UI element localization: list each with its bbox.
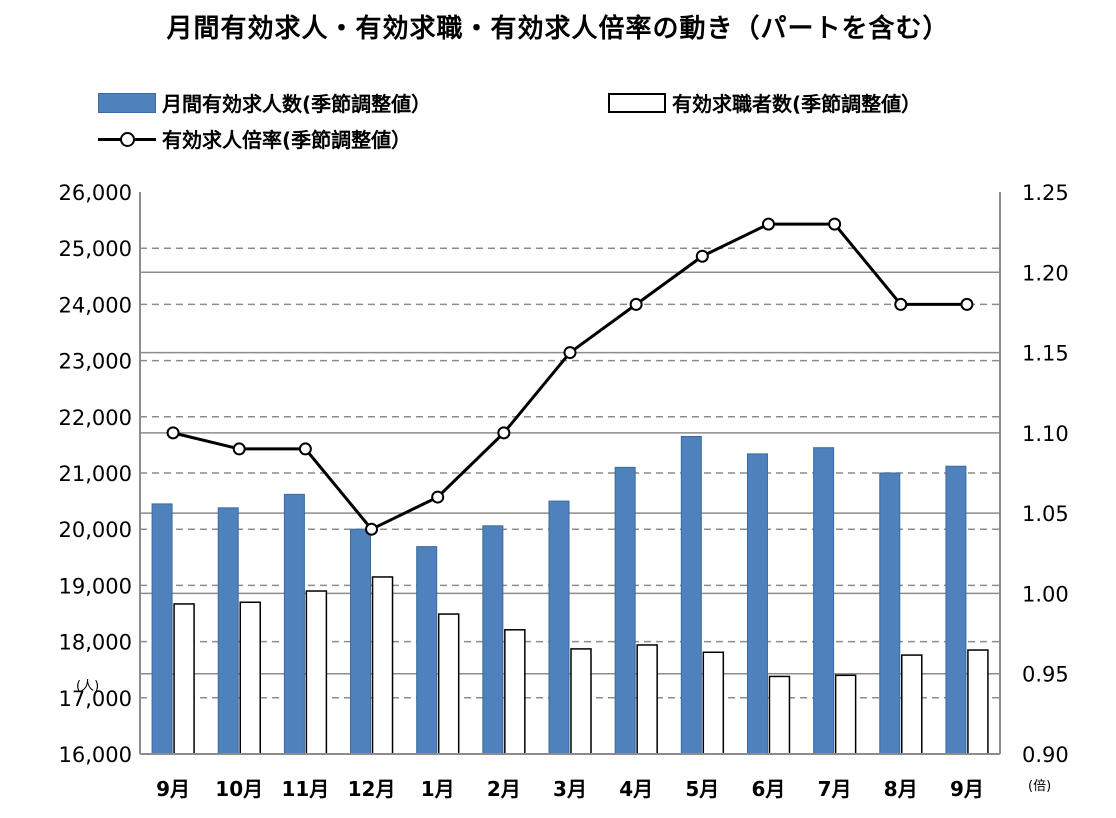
bar-job-offers (350, 528, 372, 755)
category-label: 4月 (619, 777, 653, 801)
bar-job-offers (680, 435, 702, 755)
left-tick-label: 20,000 (59, 518, 132, 542)
left-tick-label: 19,000 (59, 574, 132, 598)
legend-item-job-seekers: 有効求職者数(季節調整値） (608, 88, 921, 117)
grid-layer (140, 247, 1000, 699)
left-tick-label: 16,000 (59, 743, 132, 767)
legend-label-job-offers: 月間有効求人数(季節調整値） (162, 92, 432, 116)
category-label: 9月 (950, 777, 984, 801)
bar-job-offers (746, 453, 768, 755)
ratio-point (365, 522, 379, 536)
legend-item-ratio: 有効求人倍率(季節調整値） (98, 124, 411, 153)
category-label: 9月 (156, 777, 190, 801)
ratio-point (563, 346, 577, 360)
legend-label-ratio: 有効求人倍率(季節調整値） (162, 128, 412, 152)
legend-item-job-offers: 月間有効求人数(季節調整値） (98, 88, 431, 117)
labels-layer: 16,000 17,000 18,000 19,000 20,000 21,000 22,0… (59, 181, 1069, 801)
left-tick-label: 22,000 (59, 406, 132, 430)
legend-swatch-job-seekers (608, 92, 666, 113)
left-tick-label: 17,000 (59, 687, 132, 711)
bar-job-seekers (901, 654, 923, 755)
left-tick-label: 25,000 (59, 237, 132, 261)
right-tick-label: 1.00 (1022, 582, 1069, 606)
right-tick-label: 1.25 (1022, 181, 1069, 205)
bar-job-offers (813, 447, 835, 755)
bars-layer (151, 435, 989, 755)
category-label: 1月 (421, 777, 455, 801)
ratio-point (761, 217, 775, 231)
bar-job-seekers (371, 576, 394, 755)
right-tick-label: 1.20 (1022, 261, 1069, 285)
right-tick-label: 0.90 (1022, 743, 1069, 767)
line-layer (166, 217, 974, 536)
ratio-point (695, 249, 709, 263)
ratio-line (172, 222, 967, 532)
legend-label-job-seekers: 有効求職者数(季節調整値） (672, 92, 922, 116)
bar-job-seekers (504, 629, 526, 755)
category-label: 8月 (884, 777, 918, 801)
right-tick-label: 1.15 (1022, 342, 1069, 366)
bar-job-offers (151, 503, 173, 755)
bar-job-seekers (305, 590, 328, 755)
legend-swatch-job-offers (98, 92, 156, 113)
ratio-point (497, 426, 511, 440)
legend: 月間有効求人数(季節調整値） 有効求職者数(季節調整値） 有効求人倍率(季節調整… (98, 88, 1058, 168)
bar-job-offers (945, 465, 967, 755)
bar-job-seekers (173, 603, 195, 755)
category-label: 6月 (752, 777, 786, 801)
category-label: 12月 (348, 777, 396, 801)
bar-job-seekers (702, 651, 725, 755)
bar-job-offers (283, 493, 305, 755)
chart-title: 月間有効求人・有効求職・有効求人倍率の動き（パートを含む） (166, 14, 950, 44)
bar-job-offers (482, 525, 504, 755)
ratio-point (960, 297, 974, 311)
right-tick-label: 1.10 (1022, 422, 1069, 446)
left-tick-label: 18,000 (59, 631, 132, 655)
category-label: 11月 (281, 777, 329, 801)
bar-job-seekers (834, 674, 857, 755)
bar-job-seekers (437, 613, 460, 755)
left-axis-unit: (人) (76, 679, 99, 694)
bar-job-offers (548, 500, 570, 755)
bar-job-seekers (967, 649, 989, 755)
left-tick-label: 23,000 (59, 350, 132, 374)
bar-job-seekers (570, 648, 592, 755)
bar-job-offers (416, 546, 438, 755)
left-tick-label: 21,000 (59, 462, 132, 486)
bar-job-offers (879, 472, 901, 755)
bar-job-seekers (768, 675, 791, 755)
ratio-point (894, 297, 908, 311)
right-tick-label: 1.05 (1022, 502, 1069, 526)
category-label: 10月 (215, 777, 263, 801)
bar-job-offers (217, 507, 239, 755)
left-tick-label: 24,000 (59, 293, 132, 317)
ratio-point (629, 297, 643, 311)
ratio-point (431, 490, 445, 504)
ratio-point (232, 442, 246, 456)
bar-job-seekers (636, 644, 658, 755)
category-label: 3月 (553, 777, 587, 801)
right-axis-unit: (倍) (1028, 779, 1051, 794)
bar-job-seekers (239, 601, 261, 755)
category-label: 2月 (487, 777, 521, 801)
axis-layer (139, 192, 1001, 755)
category-label: 7月 (818, 777, 852, 801)
legend-swatch-ratio (98, 129, 156, 149)
right-tick-label: 0.95 (1022, 663, 1069, 687)
ratio-point (298, 442, 312, 456)
ratio-point (166, 426, 180, 440)
ratio-point (828, 217, 842, 231)
left-tick-label: 26,000 (59, 181, 132, 205)
bar-job-offers (614, 466, 636, 755)
category-label: 5月 (685, 777, 719, 801)
